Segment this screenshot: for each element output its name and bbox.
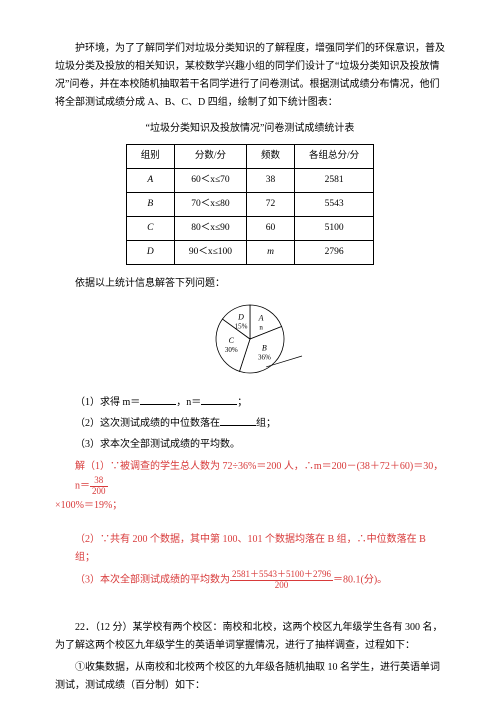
cell: 2581 [295,169,374,193]
svg-text:B: B [262,344,267,353]
svg-text:A: A [258,314,264,323]
q1-text-b: ，n＝ [176,397,201,408]
answer-1-post: ×100%＝19%； [55,497,445,515]
table-header-row: 组别 分数/分 频数 各组总分/分 [126,145,373,169]
q1-text-c: ； [237,397,247,408]
cell: A [126,169,174,193]
note-text: 依据以上统计信息解答下列问题： [55,275,445,293]
q1-text-a: （1）求得 m＝ [75,397,140,408]
pie-svg: An B36% C30% D15% [195,299,305,379]
table-row: B 70＜x≤80 72 5543 [126,193,373,217]
question-2: （2）这次测试成绩的中位数落在 组； [75,415,445,433]
table-row: C 80＜x≤90 60 5100 [126,217,373,241]
q2-text-a: （2）这次测试成绩的中位数落在 [75,418,220,429]
answer-3: （3）本次全部测试成绩的平均数为2581＋5543＋5100＋2796200＝8… [75,570,445,591]
cell: 38 [247,169,295,193]
svg-text:n: n [259,324,263,332]
answer-1: 解（1）∵被调查的学生总人数为 72÷36%＝200 人，∴m＝200－(38＋… [75,458,445,497]
cell: D [126,241,174,265]
a3-fraction: 2581＋5543＋5100＋2796200 [230,570,333,591]
q2-text-b: 组； [256,418,276,429]
question-1: （1）求得 m＝ ，n＝ ； [75,394,445,412]
cell: 2796 [295,241,374,265]
svg-text:36%: 36% [258,354,271,362]
cell: m [247,241,295,265]
cell: 80＜x≤90 [174,217,246,241]
section-22-p1: 22．（12 分）某学校有两个校区：南校和北校，这两个校区九年级学生各有 300… [55,619,445,655]
cell: 60 [247,217,295,241]
cell: 5100 [295,217,374,241]
pie-chart: An B36% C30% D15% [55,299,445,386]
th-group: 组别 [126,145,174,169]
a1-fraction: 38200 [90,476,108,497]
intro-paragraph: 护环境，为了了解同学们对垃圾分类知识的了解程度，增强同学们的环保意识，普及垃圾分… [55,40,445,112]
svg-text:15%: 15% [235,323,248,331]
cell: C [126,217,174,241]
blank-m [140,395,176,405]
answer-2: （2）∵共有 200 个数据，其中第 100、101 个数据均落在 B 组，∴中… [75,531,445,567]
a1-den: 200 [90,487,108,497]
svg-text:30%: 30% [225,347,238,355]
a1-pre: 解（1）∵被调查的学生总人数为 72÷36%＝200 人，∴m＝200－(38＋… [75,461,443,492]
a3-pre: （3）本次全部测试成绩的平均数为 [75,575,230,586]
cell: 60＜x≤70 [174,169,246,193]
cell: 72 [247,193,295,217]
table-row: A 60＜x≤70 38 2581 [126,169,373,193]
cell: 5543 [295,193,374,217]
th-total: 各组总分/分 [295,145,374,169]
score-table: 组别 分数/分 频数 各组总分/分 A 60＜x≤70 38 2581 B 70… [126,144,374,265]
blank-n [201,395,237,405]
cell: 70＜x≤80 [174,193,246,217]
section-22-p2: ①收集数据，从南校和北校两个校区的九年级各随机抽取 10 名学生，进行英语单词测… [55,659,445,695]
svg-text:C: C [229,337,235,346]
question-3: （3）求本次全部测试成绩的平均数。 [75,436,445,454]
svg-text:D: D [237,313,244,322]
cell: B [126,193,174,217]
table-row: D 90＜x≤100 m 2796 [126,241,373,265]
a3-post: ＝80.1(分)。 [333,575,387,586]
cell: 90＜x≤100 [174,241,246,265]
blank-median [220,416,256,426]
th-freq: 频数 [247,145,295,169]
a3-den: 200 [230,581,333,591]
th-score: 分数/分 [174,145,246,169]
table-title: “垃圾分类知识及投放情况”问卷测试成绩统计表 [55,120,445,138]
